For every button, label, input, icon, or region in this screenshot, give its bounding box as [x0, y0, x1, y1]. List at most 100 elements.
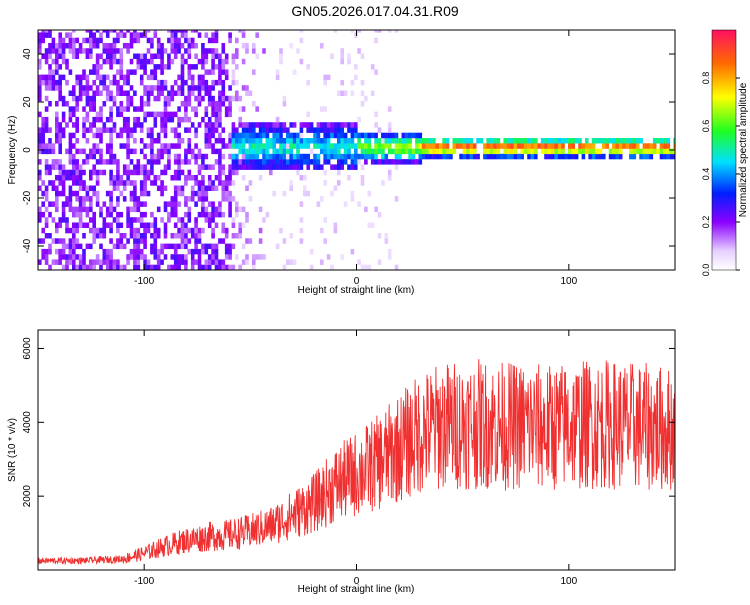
heatmap-cell [78, 180, 83, 186]
heatmap-cell [65, 227, 69, 234]
heatmap-cell [360, 180, 365, 186]
heatmap-cell [364, 264, 368, 270]
heatmap-cell [48, 201, 52, 207]
heatmap-cell [160, 85, 164, 91]
heatmap-cell [299, 227, 304, 234]
heatmap-cell [320, 106, 324, 112]
heatmap-cell [167, 116, 171, 123]
heatmap-cell [231, 127, 236, 133]
heatmap-cell [204, 122, 209, 128]
heatmap-cell [632, 143, 637, 149]
heatmap-cell [275, 148, 280, 155]
heatmap-cell [41, 254, 45, 260]
heatmap-cell [197, 122, 202, 128]
heatmap-cell [578, 138, 582, 144]
heatmap-cell [61, 238, 66, 244]
heatmap-cell [306, 138, 310, 144]
heatmap-cell [95, 90, 100, 96]
heatmap-cell [160, 185, 164, 191]
heatmap-cell [248, 90, 253, 96]
heatmap-cell [211, 106, 215, 112]
heatmap-cell [72, 227, 76, 234]
heatmap-cell [221, 259, 226, 265]
heatmap-cell [85, 243, 90, 250]
heatmap-cell [177, 259, 181, 265]
heatmap-cell [618, 143, 623, 149]
heatmap-cell [194, 153, 198, 160]
heatmap-cell [466, 143, 470, 149]
heatmap-cell [241, 127, 246, 133]
heatmap-cell [190, 185, 195, 191]
heatmap-cell [581, 143, 586, 149]
heatmap-cell [184, 201, 188, 207]
heatmap-cell [109, 64, 113, 70]
heatmap-cell [112, 264, 117, 270]
heatmap-cell [479, 138, 484, 144]
heatmap-cell [95, 169, 100, 176]
heatmap-cell [126, 69, 130, 75]
heatmap-cell [99, 116, 103, 123]
heatmap-cell [354, 164, 358, 170]
heatmap-cell [306, 153, 310, 160]
heatmap-cell [95, 259, 100, 265]
heatmap-cell [347, 143, 351, 149]
heatmap-cell [95, 53, 100, 59]
heatmap-cell [75, 116, 79, 123]
heatmap-cell [105, 53, 110, 59]
heatmap-cell [65, 201, 69, 207]
heatmap-cell [68, 106, 73, 112]
heatmap-cell [44, 217, 49, 223]
snr-y-tick-label: 4000 [22, 411, 33, 434]
heatmap-cell [89, 175, 93, 181]
heatmap-cell [38, 48, 42, 54]
heatmap-cell [296, 169, 300, 176]
heatmap-cell [296, 153, 300, 160]
heatmap-cell [170, 85, 175, 91]
heatmap-cell [595, 148, 599, 155]
heatmap-cell [58, 132, 62, 139]
heatmap-cell [78, 90, 83, 96]
heatmap-cell [578, 143, 582, 149]
heatmap-cell [187, 116, 192, 123]
heatmap-cell [139, 106, 144, 112]
heatmap-cell [337, 159, 341, 165]
heatmap-cell [105, 95, 110, 102]
heatmap-cell [204, 190, 209, 197]
heatmap-cell [146, 90, 151, 96]
heatmap-cell [258, 227, 263, 234]
heatmap-cell [190, 148, 195, 155]
heatmap-cell [204, 32, 209, 38]
heatmap-cell [201, 206, 205, 213]
heatmap-cell [156, 264, 161, 270]
heatmap-cell [92, 106, 96, 112]
heatmap-cell [156, 53, 161, 59]
heatmap-cell [238, 95, 242, 102]
heatmap-cell [265, 148, 270, 155]
heatmap-cell [109, 196, 113, 202]
heatmap-cell [340, 153, 344, 160]
heatmap-cell [194, 233, 198, 239]
heatmap-cell [418, 159, 423, 165]
heatmap-cell [190, 122, 195, 128]
heatmap-cell [663, 153, 667, 160]
heatmap-cell [333, 227, 338, 234]
heatmap-cell [292, 69, 297, 75]
heatmap-cell [68, 37, 73, 44]
heatmap-cell [89, 153, 93, 160]
heatmap-cell [445, 148, 450, 155]
heatmap-cell [449, 148, 453, 155]
heatmap-cell [72, 175, 76, 181]
heatmap-cell [102, 58, 107, 65]
heatmap-cell [211, 79, 215, 86]
heatmap-cell [326, 148, 331, 155]
heatmap-cell [258, 127, 263, 133]
heatmap-cell [374, 153, 378, 160]
heatmap-cell [44, 127, 49, 133]
heatmap-cell [530, 153, 535, 160]
heatmap-cell [173, 248, 178, 255]
heatmap-cell [231, 143, 236, 149]
heatmap-cell [116, 185, 120, 191]
heatmap-cell [55, 164, 59, 170]
heatmap-cell [350, 127, 355, 133]
heatmap-cell [51, 69, 56, 75]
